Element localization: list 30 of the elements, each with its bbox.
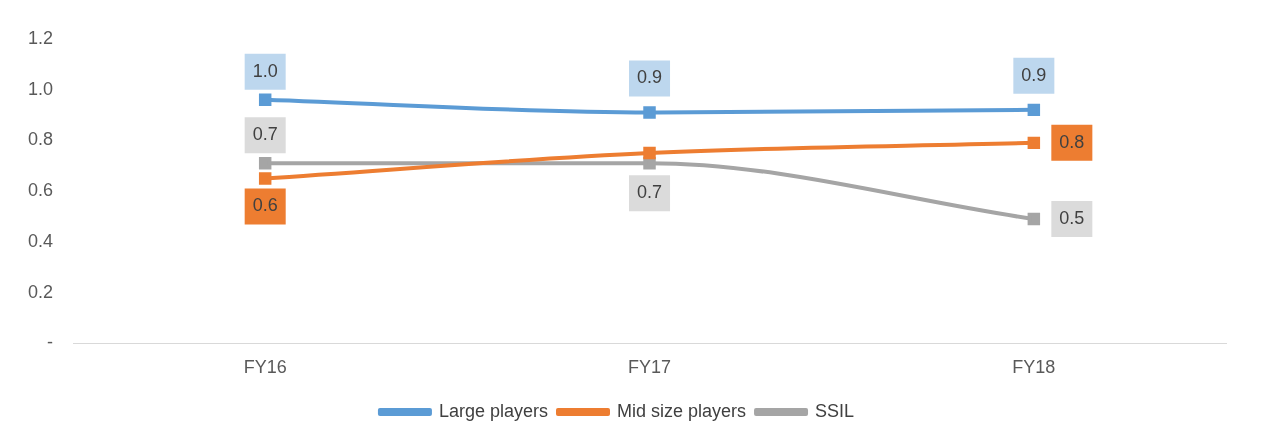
data-label: 1.0 <box>252 60 278 81</box>
x-tick-label: FY18 <box>1012 357 1056 378</box>
x-tick-label: FY16 <box>243 357 287 378</box>
data-label: 0.7 <box>637 182 663 203</box>
legend-label: Large players <box>438 400 549 421</box>
y-tick-label: 0.2 <box>27 281 54 302</box>
point <box>1027 136 1041 150</box>
legend-label: SSIL <box>815 400 855 421</box>
point <box>1027 212 1041 226</box>
y-tick-label: 0.6 <box>27 180 54 201</box>
x-tick-label: FY17 <box>628 357 672 378</box>
legend-label: Mid size players <box>617 400 747 421</box>
data-label: 0.9 <box>1021 64 1047 85</box>
y-tick-label: 0.4 <box>27 230 54 251</box>
data-label: 0.8 <box>1059 131 1085 152</box>
data-label: 0.7 <box>252 124 278 145</box>
y-tick-label: 1.2 <box>27 27 54 48</box>
point <box>1027 103 1041 117</box>
y-tick-label: 0.8 <box>27 129 54 150</box>
point <box>258 156 272 170</box>
point <box>643 146 656 160</box>
data-label: 0.5 <box>1059 207 1085 228</box>
point <box>643 106 656 119</box>
data-label: 0.6 <box>252 195 278 216</box>
point <box>643 156 656 170</box>
y-tick-label: - <box>47 332 54 353</box>
y-tick-label: 1.0 <box>27 78 54 99</box>
data-label: 0.9 <box>637 67 663 88</box>
point <box>258 93 272 106</box>
point <box>258 172 272 185</box>
